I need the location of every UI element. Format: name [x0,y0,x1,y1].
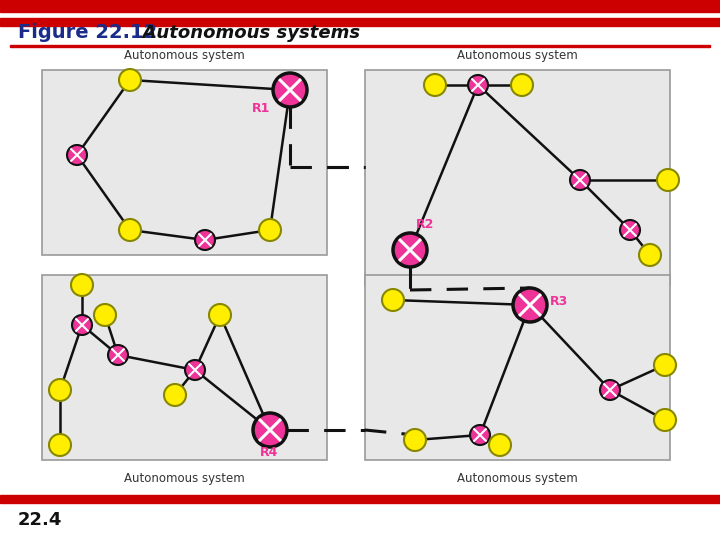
Bar [365,70,670,285]
Circle shape [72,315,92,335]
Circle shape [67,145,87,165]
Circle shape [489,434,511,456]
Circle shape [513,288,547,322]
Circle shape [654,354,676,376]
Circle shape [404,429,426,451]
Text: Autonomous system: Autonomous system [124,472,245,485]
Circle shape [49,434,71,456]
Bar [0,0,720,12]
Text: 22.4: 22.4 [18,511,63,529]
Circle shape [657,169,679,191]
Text: R2: R2 [416,218,434,231]
Bar [42,70,327,255]
Circle shape [468,75,488,95]
Circle shape [195,230,215,250]
Circle shape [470,425,490,445]
Circle shape [185,360,205,380]
Bar [0,18,720,26]
Circle shape [71,274,93,296]
Circle shape [382,289,404,311]
Text: R1: R1 [252,102,271,115]
Circle shape [393,233,427,267]
Bar [10,45,710,47]
Bar [0,495,720,503]
Text: R3: R3 [550,295,568,308]
Text: Autonomous systems: Autonomous systems [130,24,360,42]
Circle shape [570,170,590,190]
Circle shape [620,220,640,240]
Circle shape [654,409,676,431]
Text: Autonomous system: Autonomous system [457,49,578,62]
Circle shape [273,73,307,107]
Circle shape [639,244,661,266]
Text: Figure 22.12: Figure 22.12 [18,24,157,43]
Circle shape [119,69,141,91]
Bar [42,275,327,460]
Circle shape [424,74,446,96]
Circle shape [600,380,620,400]
Circle shape [49,379,71,401]
Circle shape [209,304,231,326]
Circle shape [253,413,287,447]
Circle shape [511,74,533,96]
Circle shape [108,345,128,365]
Text: R4: R4 [260,446,279,459]
Circle shape [164,384,186,406]
Text: Autonomous system: Autonomous system [457,472,578,485]
Circle shape [94,304,116,326]
Circle shape [259,219,281,241]
Text: Autonomous system: Autonomous system [124,49,245,62]
Bar [365,275,670,460]
Circle shape [119,219,141,241]
